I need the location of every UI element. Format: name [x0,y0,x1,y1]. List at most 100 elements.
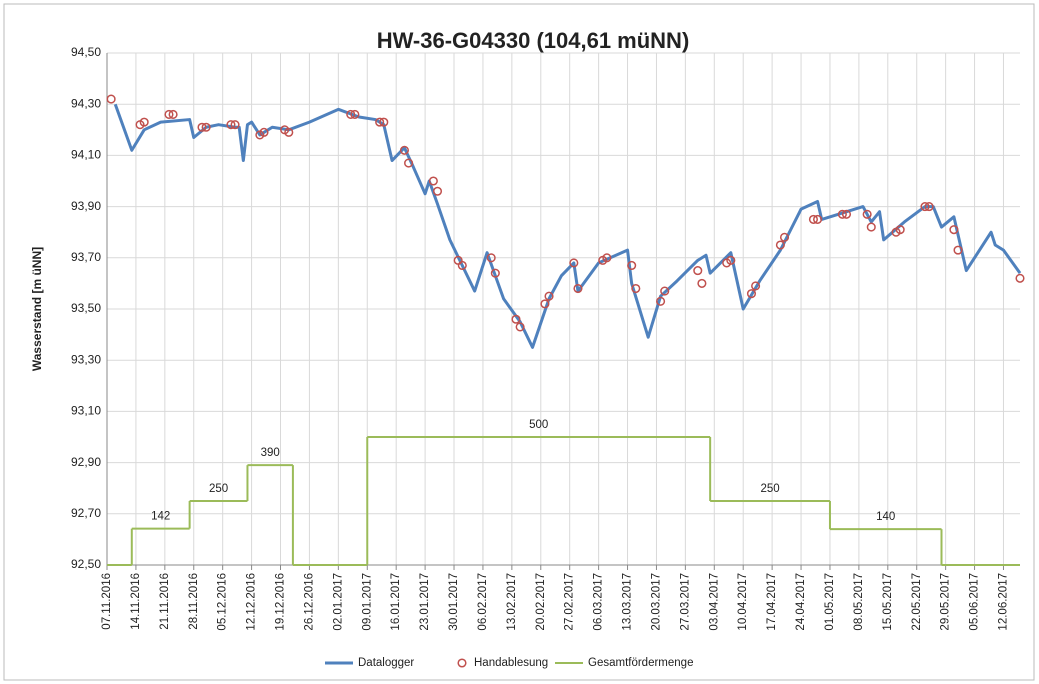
hand-reading [201,122,211,132]
legend-label: Gesamtfördermenge [588,657,693,669]
hand-reading [841,209,852,219]
x-tick-label: 15.05.2017 [882,573,894,631]
hand-reading [726,255,736,265]
x-tick-label: 16.01.2017 [390,573,402,631]
y-tick-label: 93,90 [71,199,101,213]
y-tick-label: 92,90 [71,455,101,469]
y-tick-label: 92,70 [71,506,101,520]
legend-label: Datalogger [358,657,414,669]
hand-reading [197,122,207,132]
hand-reading [226,120,236,130]
x-tick-label: 20.03.2017 [650,573,662,631]
x-tick-label: 10.04.2017 [737,573,749,631]
hand-reading [375,117,385,127]
x-tick-label: 03.04.2017 [708,573,720,631]
hand-reading [808,214,818,224]
x-tick-label: 06.02.2017 [477,573,489,631]
x-tick-label: 27.02.2017 [564,573,576,631]
data-label: 500 [529,419,548,431]
hand-reading [404,158,414,168]
x-tick-label: 13.03.2017 [622,573,634,631]
hand-reading [490,268,500,278]
x-tick-label: 22.05.2017 [911,573,923,631]
hand-reading [486,253,496,263]
hand-reading [399,145,409,155]
data-label: 250 [209,483,228,495]
hand-reading [920,202,930,212]
hand-reading [949,225,959,235]
x-tick-label: 07.11.2016 [101,573,113,630]
x-tick-label: 02.01.2017 [332,573,344,631]
hand-reading [511,314,521,324]
hand-reading [775,240,785,250]
hand-reading [953,245,963,255]
hand-reading [924,202,934,212]
hand-reading [106,94,116,104]
hand-reading [779,232,790,242]
hand-reading [540,299,550,309]
y-tick-label: 94,30 [71,96,101,110]
x-tick-label: 09.01.2017 [361,573,373,631]
x-tick-label: 20.02.2017 [535,573,547,631]
x-tick-label: 24.04.2017 [795,573,807,631]
x-tick-label: 12.06.2017 [998,573,1010,631]
hand-reading [837,209,847,219]
x-tick-label: 28.11.2016 [188,573,200,630]
hand-reading [230,120,240,130]
data-label: 140 [876,511,895,523]
y-tick-label: 94,10 [71,148,101,162]
hand-reading [379,117,389,127]
x-tick-label: 13.02.2017 [506,573,518,631]
hand-reading [544,291,554,301]
hand-reading [428,176,438,186]
hand-reading [1015,273,1025,283]
x-tick-label: 29.05.2017 [940,573,952,631]
x-tick-label: 21.11.2016 [159,573,171,630]
x-tick-label: 19.12.2016 [275,573,287,631]
x-tick-label: 01.05.2017 [824,573,836,631]
hand-reading [284,127,294,137]
hand-reading [751,281,761,291]
y-tick-label: 93,10 [71,404,101,418]
hand-reading [813,214,823,224]
y-tick-label: 93,70 [71,250,101,264]
legend-symbol [457,658,467,668]
hand-reading [746,289,757,299]
hand-reading [259,127,269,137]
x-tick-label: 06.03.2017 [593,573,605,631]
hand-reading [693,266,703,276]
x-tick-label: 14.11.2016 [130,573,142,630]
y-tick-label: 93,30 [71,352,101,366]
datalogger-line [113,103,1022,349]
x-tick-label: 05.06.2017 [969,573,981,631]
data-label: 250 [760,483,779,495]
hand-reading [866,222,876,232]
x-tick-label: 12.12.2016 [246,573,258,631]
hand-reading [168,109,178,119]
hand-reading [139,117,149,127]
x-tick-label: 05.12.2016 [217,573,229,631]
x-tick-label: 27.03.2017 [679,573,691,631]
hand-reading [697,278,707,288]
hand-reading [569,258,579,268]
y-axis-label: Wasserstand [m üNN] [30,247,44,371]
chart-title: HW-36-G04330 (104,61 müNN) [377,28,690,53]
x-tick-label: 08.05.2017 [853,573,865,631]
hand-reading [602,253,612,263]
data-label: 390 [261,447,280,459]
legend-label: Handablesung [474,657,548,669]
hand-reading [660,286,670,296]
y-tick-label: 94,50 [71,45,101,59]
hand-reading [164,109,174,119]
hand-reading [432,186,443,196]
y-tick-label: 93,50 [71,301,101,315]
hand-reading [627,260,637,271]
x-tick-label: 30.01.2017 [448,573,460,631]
data-label: 142 [151,511,170,523]
hand-reading [656,296,666,306]
hand-reading [457,260,467,271]
hand-reading [895,225,905,235]
hand-reading [573,283,583,294]
